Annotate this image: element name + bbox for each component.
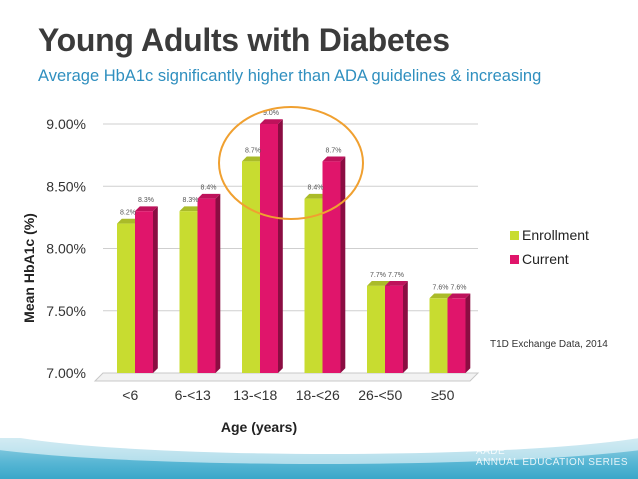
bar-enrollment-0 (117, 223, 135, 373)
y-tick-labels: 7.00% 7.50% 8.00% 8.50% 9.00% (46, 116, 86, 381)
source-note: T1D Exchange Data, 2014 (490, 339, 608, 350)
data-label: 7.7% (370, 272, 386, 279)
y-tick-label: 7.50% (46, 303, 86, 319)
chart-floor (93, 372, 480, 382)
data-label: 8.7% (326, 147, 342, 154)
bar-current-5 (447, 298, 466, 373)
data-label: 9.0% (263, 110, 279, 117)
bar-top (179, 206, 203, 212)
data-label: 8.4% (201, 185, 217, 192)
legend: Enrollment Current (510, 227, 589, 267)
bar-current-1 (197, 198, 216, 373)
bar-top (447, 293, 471, 299)
bar-current-0 (135, 211, 153, 373)
data-label: 8.7% (245, 147, 261, 154)
bar-top (367, 281, 390, 286)
bar-side (340, 156, 346, 373)
data-label: 8.3% (183, 197, 199, 204)
bar-enrollment-4 (367, 285, 385, 373)
legend-swatch (510, 255, 519, 264)
bar-side (215, 193, 221, 373)
data-label: 8.4% (308, 185, 324, 192)
data-label: 7.6% (433, 284, 449, 291)
footer-logo: AADE ANNUAL EDUCATION SERIES (476, 446, 628, 468)
bar-side (465, 293, 471, 373)
highlight-circle (218, 106, 364, 220)
legend-swatch (510, 231, 519, 240)
y-tick-label: 9.00% (46, 116, 86, 132)
slide-title: Young Adults with Diabetes (38, 22, 450, 58)
footer-logo-line2: ANNUAL EDUCATION SERIES (475, 457, 628, 468)
data-label: 7.7% (388, 272, 404, 279)
slide-subtitle: Average HbA1c significantly higher than … (38, 67, 542, 85)
data-label: 8.3% (138, 197, 154, 204)
data-label: 8.2% (120, 210, 136, 217)
bar-top (260, 119, 283, 124)
bar-top (429, 293, 453, 299)
bar-top (385, 281, 408, 286)
y-tick-label: 8.50% (46, 178, 86, 194)
data-labels: 8.2%8.3% 8.3%8.4%8.7%9.0%8.4%8.7%7.7% 7.7%… (120, 110, 466, 291)
bar-enrollment-1 (179, 211, 198, 373)
x-tick-label: 18-<26 (296, 387, 340, 403)
bar-top (117, 218, 140, 224)
bar-enrollment-3 (304, 198, 323, 373)
y-axis-label: Mean HbA1c (%) (21, 213, 37, 323)
bar-top (242, 156, 265, 162)
legend-label: Current (522, 251, 569, 267)
legend-label: Enrollment (522, 227, 589, 243)
x-tick-label: 6-<13 (175, 387, 211, 403)
bar-top (322, 156, 346, 162)
gridlines (93, 123, 480, 382)
bar-top (197, 193, 221, 199)
x-tick-label: 13-<18 (233, 387, 277, 403)
footer-wave (0, 438, 638, 454)
footer-band: AADE ANNUAL EDUCATION SERIES (0, 438, 638, 479)
bar-current-4 (385, 285, 403, 373)
bar-enrollment-5 (429, 298, 448, 373)
x-tick-labels: <6 6-<13 13-<18 18-<26 26-<50 ≥50 (122, 387, 454, 403)
x-axis-label: Age (years) (221, 419, 297, 435)
x-tick-label: ≥50 (431, 387, 454, 403)
bar-side (403, 281, 408, 373)
bar-side (278, 119, 283, 373)
bar-enrollment-2 (242, 161, 260, 373)
bars (117, 119, 471, 373)
footer-logo-line1: AADE (475, 446, 506, 457)
y-tick-label: 7.00% (46, 365, 86, 381)
y-tick-label: 8.00% (46, 241, 86, 257)
x-tick-label: 26-<50 (358, 387, 402, 403)
bar-top (135, 206, 158, 212)
bar-current-3 (322, 161, 341, 373)
data-label: 7.6% (451, 284, 467, 291)
bar-side (153, 206, 158, 373)
x-tick-label: <6 (122, 387, 138, 403)
bar-current-2 (260, 124, 278, 373)
bar-top (304, 193, 328, 199)
